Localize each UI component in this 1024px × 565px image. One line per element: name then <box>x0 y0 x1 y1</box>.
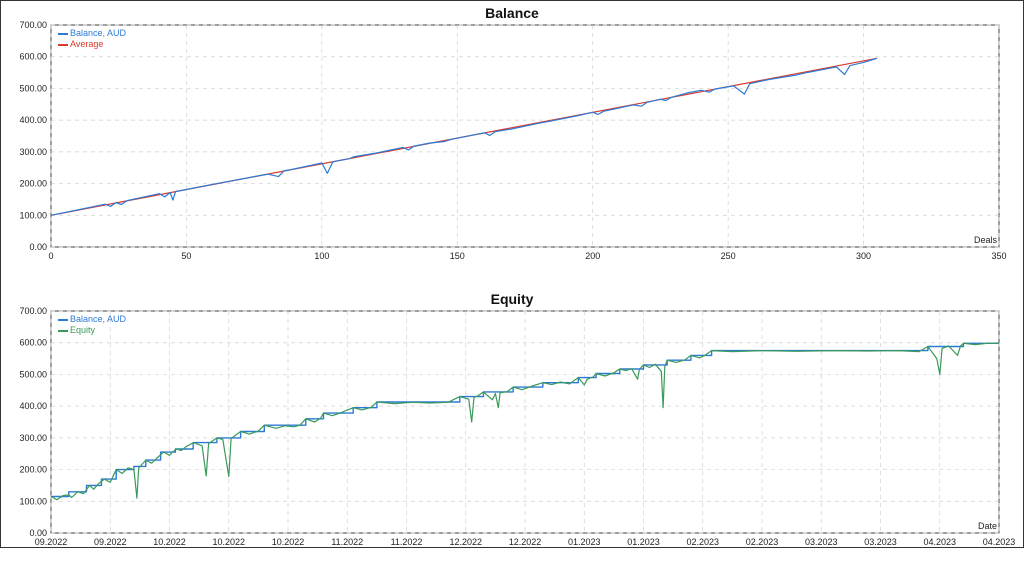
chart2-plot: 0.00100.00200.00300.00400.00500.00600.00… <box>11 307 1019 565</box>
svg-text:04.2023: 04.2023 <box>923 537 956 547</box>
legend-swatch-balance <box>58 33 68 35</box>
svg-text:300.00: 300.00 <box>19 433 47 443</box>
svg-text:300: 300 <box>856 251 871 261</box>
legend-item-equity: Equity <box>58 325 126 336</box>
svg-text:200: 200 <box>585 251 600 261</box>
legend-label-equity: Equity <box>70 325 95 336</box>
svg-text:400.00: 400.00 <box>19 115 47 125</box>
svg-text:Date: Date <box>978 521 997 531</box>
svg-text:03.2023: 03.2023 <box>805 537 838 547</box>
svg-text:600.00: 600.00 <box>19 52 47 62</box>
svg-text:09.2022: 09.2022 <box>35 537 68 547</box>
svg-text:100.00: 100.00 <box>19 496 47 506</box>
chart2-legend: Balance, AUD Equity <box>55 313 129 337</box>
svg-text:400.00: 400.00 <box>19 401 47 411</box>
svg-text:0: 0 <box>48 251 53 261</box>
svg-text:300.00: 300.00 <box>19 147 47 157</box>
svg-text:11.2022: 11.2022 <box>391 537 423 547</box>
legend-item-average: Average <box>58 39 126 50</box>
legend-swatch-balance2 <box>58 319 68 321</box>
legend-label-balance: Balance, AUD <box>70 28 126 39</box>
legend-label-balance2: Balance, AUD <box>70 314 126 325</box>
svg-text:200.00: 200.00 <box>19 179 47 189</box>
svg-text:200.00: 200.00 <box>19 465 47 475</box>
svg-text:02.2023: 02.2023 <box>746 537 779 547</box>
svg-text:02.2023: 02.2023 <box>686 537 719 547</box>
svg-text:150: 150 <box>450 251 465 261</box>
svg-text:01.2023: 01.2023 <box>568 537 601 547</box>
svg-text:100: 100 <box>314 251 329 261</box>
svg-text:01.2023: 01.2023 <box>627 537 660 547</box>
legend-item-balance: Balance, AUD <box>58 28 126 39</box>
svg-text:350: 350 <box>991 251 1006 261</box>
legend-swatch-equity <box>58 330 68 332</box>
svg-text:0.00: 0.00 <box>29 242 47 252</box>
svg-text:500.00: 500.00 <box>19 369 47 379</box>
svg-text:50: 50 <box>181 251 191 261</box>
svg-text:12.2022: 12.2022 <box>509 537 542 547</box>
svg-text:03.2023: 03.2023 <box>864 537 897 547</box>
legend-swatch-average <box>58 44 68 46</box>
svg-text:12.2022: 12.2022 <box>449 537 482 547</box>
svg-text:09.2022: 09.2022 <box>94 537 127 547</box>
legend-item-balance2: Balance, AUD <box>58 314 126 325</box>
svg-text:250: 250 <box>721 251 736 261</box>
svg-text:600.00: 600.00 <box>19 338 47 348</box>
chart1-plot: 0.00 100.00 200.00 300.00 400.00 500.00 600.00… <box>11 21 1019 279</box>
svg-text:100.00: 100.00 <box>19 210 47 220</box>
svg-text:10.2022: 10.2022 <box>272 537 305 547</box>
svg-text:10.2022: 10.2022 <box>212 537 245 547</box>
svg-text:500.00: 500.00 <box>19 83 47 93</box>
page-root: { "layout": { "page_w": 1024, "page_h": … <box>0 0 1024 548</box>
svg-text:11.2022: 11.2022 <box>331 537 363 547</box>
chart1-title: Balance <box>1 5 1023 21</box>
svg-text:10.2022: 10.2022 <box>153 537 186 547</box>
svg-text:700.00: 700.00 <box>19 307 47 316</box>
legend-label-average: Average <box>70 39 103 50</box>
chart1-legend: Balance, AUD Average <box>55 27 129 51</box>
svg-text:04.2023: 04.2023 <box>983 537 1016 547</box>
svg-text:Deals: Deals <box>974 235 998 245</box>
svg-text:700.00: 700.00 <box>19 21 47 30</box>
chart2-title: Equity <box>1 291 1023 307</box>
